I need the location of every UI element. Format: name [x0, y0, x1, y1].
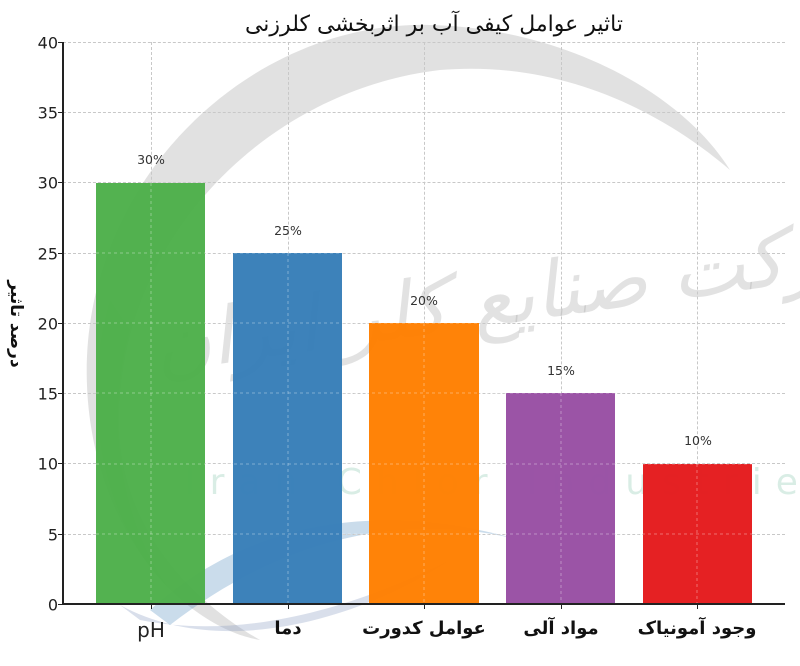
x-tick-mark: [697, 604, 698, 609]
bar-value-label-turbidity: 20%: [410, 293, 438, 308]
x-tick-label-temperature: دما: [274, 618, 302, 639]
y-tick-label-40: 40: [37, 33, 58, 53]
y-tick-mark: [58, 253, 63, 254]
bar-organic-matter: [506, 393, 615, 604]
gridline-x-5: [697, 42, 698, 604]
bar-value-label-organic-matter: 15%: [547, 363, 575, 378]
y-tick-mark: [58, 393, 63, 394]
y-tick-mark: [58, 323, 63, 324]
gridline-x-4: [561, 42, 562, 604]
y-tick-mark: [58, 604, 63, 605]
bar-value-label-temperature: 25%: [274, 223, 302, 238]
y-tick-label-15: 15: [37, 384, 58, 404]
y-tick-mark: [58, 534, 63, 535]
y-tick-label-30: 30: [37, 173, 58, 193]
bar-temperature: [233, 253, 342, 604]
y-tick-label-20: 20: [37, 314, 58, 334]
x-axis-line: [62, 603, 785, 605]
y-tick-label-10: 10: [37, 454, 58, 474]
y-tick-label-35: 35: [37, 103, 58, 123]
bar-value-label-ammonia: 10%: [684, 433, 712, 448]
y-tick-label-25: 25: [37, 244, 58, 264]
y-tick-mark: [58, 112, 63, 113]
x-tick-mark: [561, 604, 562, 609]
x-tick-mark: [288, 604, 289, 609]
y-tick-label-0: 0: [47, 595, 58, 615]
x-tick-label-ammonia: وجود آمونیاک: [637, 618, 757, 639]
bar-ammonia: [643, 464, 752, 604]
bar-value-label-ph: 30%: [137, 152, 165, 167]
x-tick-label-organic-matter: مواد آلی: [523, 618, 599, 639]
y-tick-mark: [58, 463, 63, 464]
x-tick-label-ph: pH: [137, 618, 165, 642]
y-tick-label-5: 5: [47, 525, 58, 545]
x-tick-mark: [424, 604, 425, 609]
x-tick-mark: [151, 604, 152, 609]
bar-turbidity: [369, 323, 479, 604]
bar-ph: [96, 183, 205, 604]
chart-title: تاثیر عوامل کیفی آب بر اثربخشی کلرزنی: [244, 12, 624, 37]
y-tick-mark: [58, 182, 63, 183]
x-tick-label-turbidity: عوامل کدورت: [362, 618, 486, 639]
y-tick-mark: [58, 42, 63, 43]
